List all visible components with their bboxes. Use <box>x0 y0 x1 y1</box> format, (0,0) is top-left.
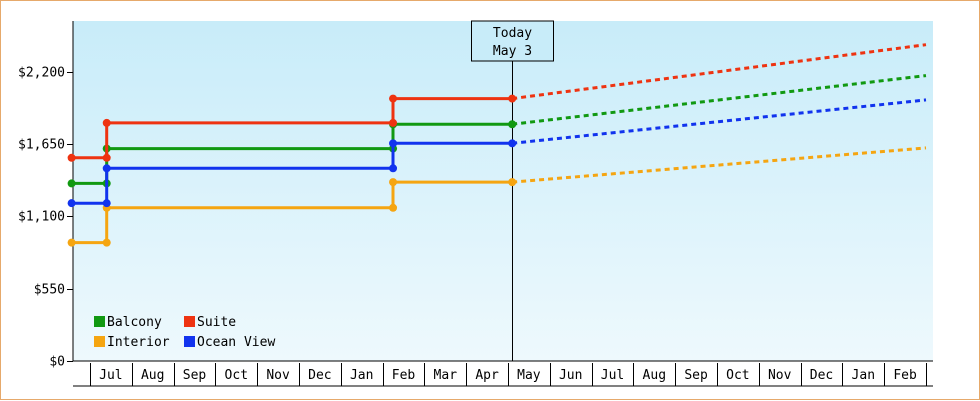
x-tick-label: Sep <box>183 368 207 383</box>
legend-swatch-ocean-view <box>184 336 195 347</box>
data-point-ocean-view <box>389 164 398 173</box>
legend-swatch-balcony <box>94 316 105 327</box>
data-point-ocean-view <box>102 199 111 208</box>
series-line-balcony <box>71 122 513 185</box>
x-tick-label: Oct <box>225 368 248 383</box>
x-tick-label: Jan <box>350 368 373 383</box>
x-tick-label: Aug <box>643 368 666 383</box>
legend-label-interior: Interior <box>107 335 170 350</box>
legend-swatch-suite <box>184 316 195 327</box>
y-tick-label: $0 <box>49 355 65 370</box>
today-date: May 3 <box>493 44 532 59</box>
data-point-ocean-view <box>389 139 398 148</box>
legend-swatch-interior <box>94 336 105 347</box>
today-label: Today <box>493 26 532 41</box>
legend-label-suite: Suite <box>197 315 236 330</box>
y-tick-label: $550 <box>34 283 65 298</box>
x-tick-label: Feb <box>893 368 917 383</box>
legend-label-ocean-view: Ocean View <box>197 335 275 350</box>
data-point-ocean-view <box>67 199 76 208</box>
data-point-suite <box>508 94 517 103</box>
x-tick-label: Oct <box>726 368 749 383</box>
data-point-interior <box>389 203 398 212</box>
x-tick-label: May <box>517 368 541 383</box>
data-point-interior <box>389 178 398 187</box>
data-point-balcony <box>508 120 517 129</box>
series-line-interior <box>71 180 513 245</box>
data-point-ocean-view <box>102 164 111 173</box>
data-point-interior <box>67 238 76 247</box>
x-tick-label: Aug <box>141 368 164 383</box>
forecast-line-ocean-view <box>512 98 927 145</box>
x-tick-label: Sep <box>684 368 708 383</box>
x-tick-label: Dec <box>308 368 331 383</box>
x-tick-label: Dec <box>810 368 833 383</box>
data-point-suite <box>67 153 76 162</box>
x-tick-label: Jun <box>559 368 582 383</box>
data-point-suite <box>389 94 398 103</box>
y-tick-label: $2,200 <box>18 66 65 81</box>
x-tick-label: Jan <box>852 368 875 383</box>
series-line-ocean-view <box>71 141 513 205</box>
data-point-suite <box>389 118 398 127</box>
data-point-suite <box>102 118 111 127</box>
x-tick-label: Jul <box>99 368 122 383</box>
x-tick-label: Mar <box>434 368 458 383</box>
series-line-suite <box>71 97 513 160</box>
plot-background <box>73 21 933 361</box>
forecast-line-suite <box>511 43 927 101</box>
data-point-interior <box>508 178 517 187</box>
forecast-line-balcony <box>512 74 927 126</box>
x-tick-label: Feb <box>392 368 416 383</box>
x-tick-label: Apr <box>475 368 499 383</box>
x-tick-label: Jul <box>601 368 624 383</box>
forecast-line-interior <box>512 146 927 184</box>
data-point-suite <box>102 153 111 162</box>
y-tick-label: $1,650 <box>18 138 65 153</box>
y-tick-label: $1,100 <box>18 210 65 225</box>
data-point-interior <box>102 238 111 247</box>
legend-label-balcony: Balcony <box>107 315 162 330</box>
data-point-ocean-view <box>508 139 517 148</box>
x-tick-label: Nov <box>768 368 792 383</box>
today-box <box>471 20 554 62</box>
data-point-balcony <box>67 179 76 188</box>
x-tick-label: Nov <box>266 368 290 383</box>
